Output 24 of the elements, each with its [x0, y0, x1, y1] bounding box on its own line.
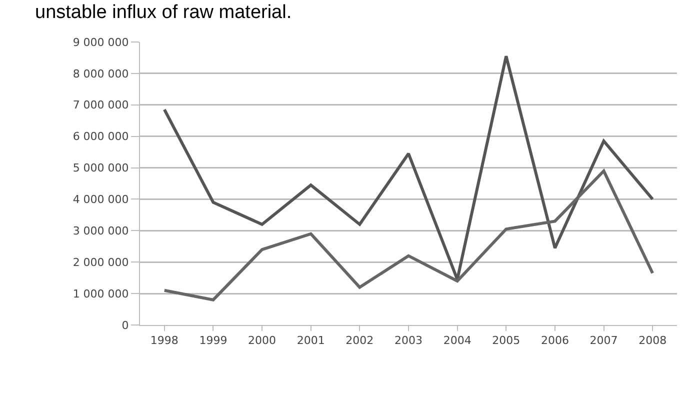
x-tick-label: 2002	[346, 334, 374, 348]
text: unstable influx of raw material.	[35, 2, 292, 23]
y-tick-label: 6 000 000	[72, 130, 129, 144]
x-tick-label: 2000	[248, 334, 276, 348]
line-series	[162, 54, 654, 281]
x-tick-label: 1998	[150, 334, 178, 348]
y-tick-label: 5 000 000	[72, 162, 129, 175]
x-tick-label: 2004	[443, 334, 472, 348]
x-tick-label: 1999	[199, 334, 228, 348]
y-tick-label: 2 000 000	[72, 256, 129, 269]
x-tick-label: 2001	[296, 334, 325, 348]
y-tick-label: 3 000 000	[72, 224, 129, 238]
y-tick-label: 4 000 000	[72, 193, 129, 206]
y-tick-label: 0	[122, 318, 129, 332]
y-tick-label: 9 000 000	[72, 36, 129, 49]
x-tick-label: 2007	[590, 334, 618, 348]
x-tick-label: 2005	[492, 334, 520, 348]
line-series	[162, 169, 654, 302]
y-tick-label: 8 000 000	[72, 67, 129, 80]
x-tick-label: 2006	[540, 334, 569, 348]
x-tick-label: 2008	[638, 334, 667, 348]
x-tick-label: 2003	[394, 334, 422, 348]
y-tick-label: 7 000 000	[72, 98, 129, 112]
y-tick-label: 1 000 000	[72, 287, 129, 300]
